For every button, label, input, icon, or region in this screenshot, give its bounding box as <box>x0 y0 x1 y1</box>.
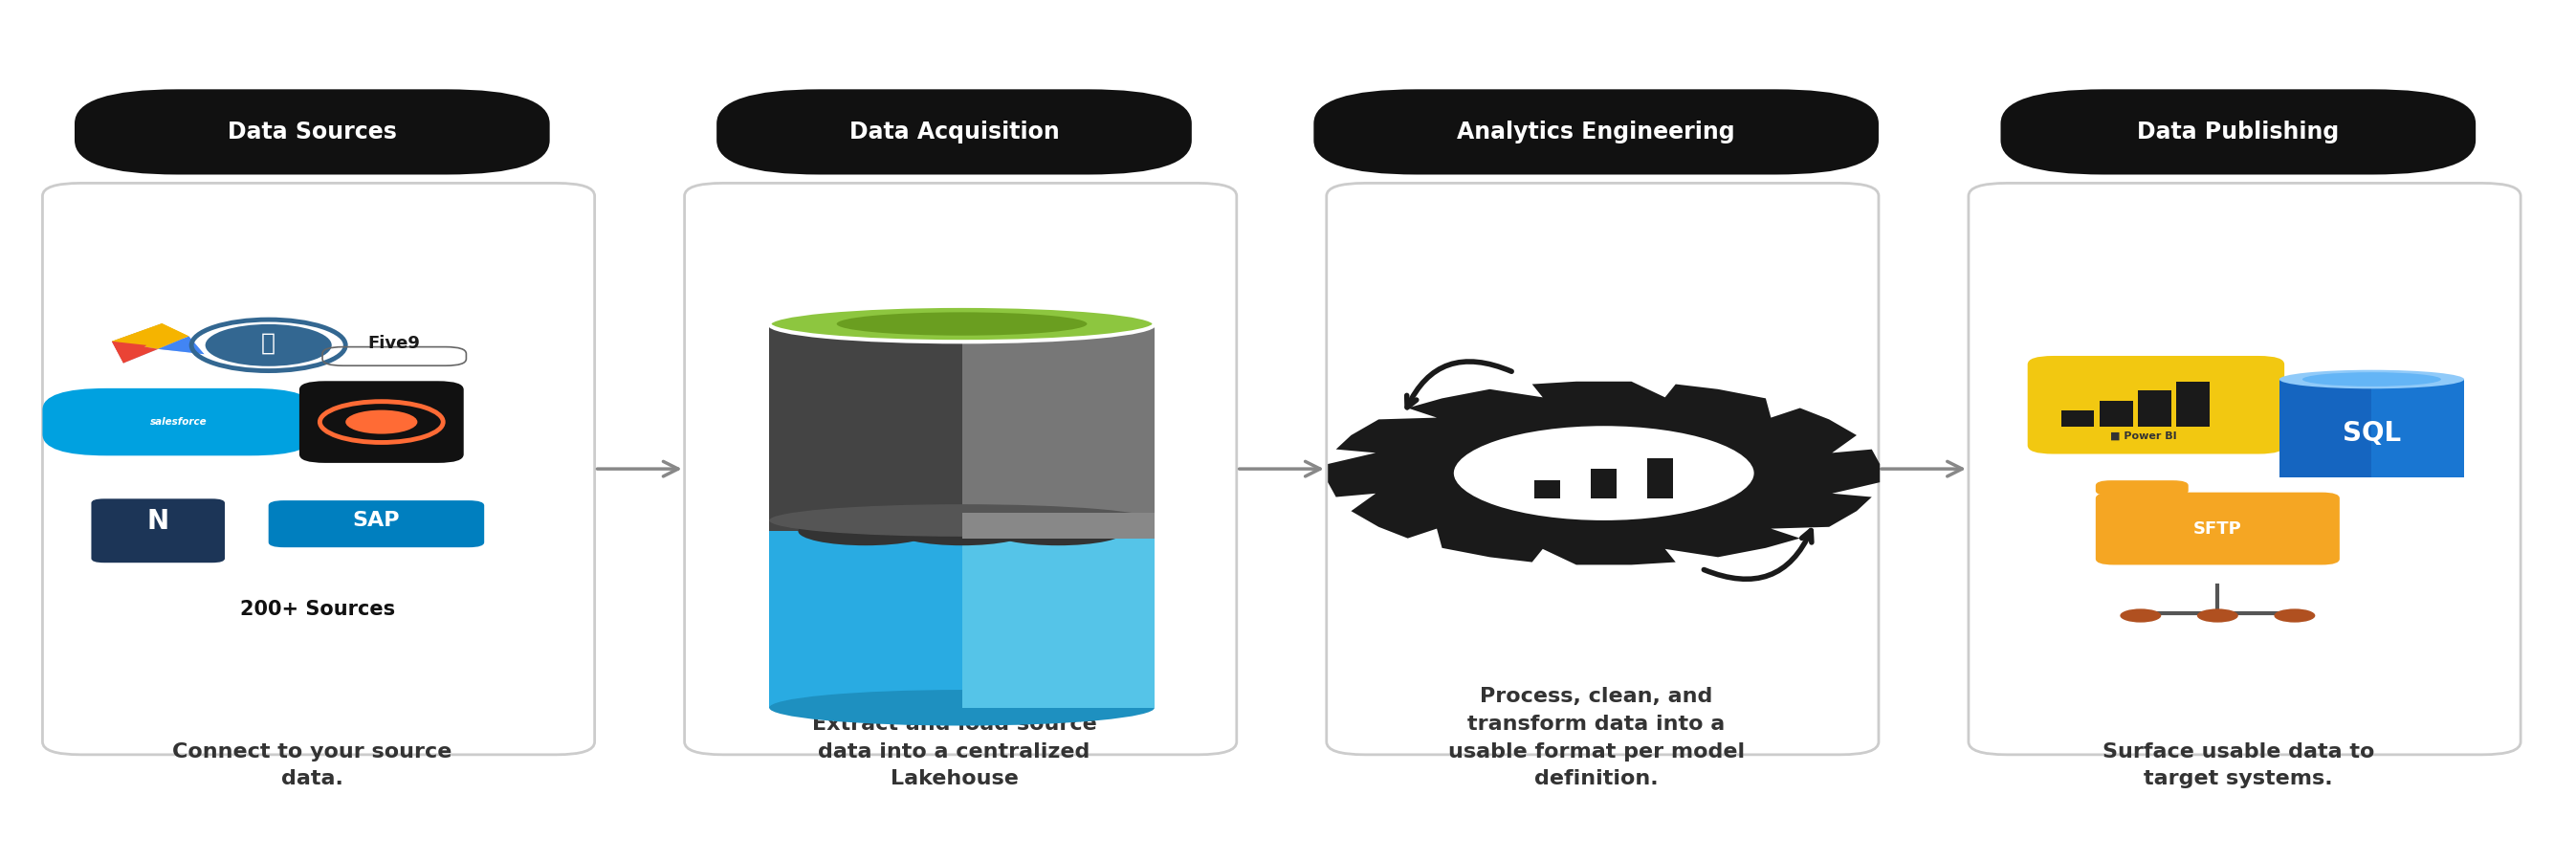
FancyBboxPatch shape <box>2002 90 2476 175</box>
FancyBboxPatch shape <box>685 183 1236 754</box>
Text: 🐘: 🐘 <box>260 332 276 355</box>
Text: Extract and load source
data into a centralized
Lakehouse: Extract and load source data into a cent… <box>811 715 1097 789</box>
Ellipse shape <box>2280 370 2465 388</box>
FancyBboxPatch shape <box>2099 400 2133 426</box>
Text: SFTP: SFTP <box>2192 520 2241 537</box>
Ellipse shape <box>770 690 1154 726</box>
FancyBboxPatch shape <box>716 90 1193 175</box>
FancyBboxPatch shape <box>1968 183 2522 754</box>
Polygon shape <box>2372 380 2465 477</box>
Polygon shape <box>157 337 204 354</box>
FancyBboxPatch shape <box>1327 183 1878 754</box>
Text: Surface usable data to
target systems.: Surface usable data to target systems. <box>2102 742 2375 789</box>
Text: Data Publishing: Data Publishing <box>2138 121 2339 144</box>
Polygon shape <box>111 341 157 363</box>
FancyBboxPatch shape <box>2027 356 2285 454</box>
Polygon shape <box>111 341 147 363</box>
FancyBboxPatch shape <box>2177 382 2210 426</box>
FancyBboxPatch shape <box>268 500 484 548</box>
Polygon shape <box>111 324 188 349</box>
Polygon shape <box>961 324 1154 531</box>
FancyBboxPatch shape <box>75 90 549 175</box>
Text: Data Acquisition: Data Acquisition <box>850 121 1059 144</box>
Text: N: N <box>147 508 170 536</box>
Circle shape <box>2275 609 2316 623</box>
Circle shape <box>1450 422 1757 524</box>
Ellipse shape <box>837 313 1087 336</box>
FancyBboxPatch shape <box>2280 380 2465 477</box>
FancyBboxPatch shape <box>770 531 1154 708</box>
Ellipse shape <box>894 517 1030 546</box>
FancyBboxPatch shape <box>1592 469 1618 499</box>
Text: ■ Power BI: ■ Power BI <box>2110 430 2177 440</box>
Text: SAP: SAP <box>353 511 399 530</box>
FancyBboxPatch shape <box>299 381 464 463</box>
Text: Connect to your source
data.: Connect to your source data. <box>173 742 451 789</box>
Ellipse shape <box>992 517 1126 546</box>
Circle shape <box>345 410 417 434</box>
Text: Analytics Engineering: Analytics Engineering <box>1458 121 1736 144</box>
Ellipse shape <box>2303 372 2442 387</box>
FancyBboxPatch shape <box>1535 480 1561 499</box>
FancyBboxPatch shape <box>2097 492 2339 565</box>
Circle shape <box>2197 609 2239 623</box>
FancyBboxPatch shape <box>2097 480 2190 496</box>
Polygon shape <box>111 324 188 345</box>
Polygon shape <box>961 513 1154 538</box>
Text: 200+ Sources: 200+ Sources <box>240 600 394 619</box>
Ellipse shape <box>799 517 933 546</box>
Text: Data Sources: Data Sources <box>227 121 397 144</box>
FancyBboxPatch shape <box>44 388 314 455</box>
Text: SQL: SQL <box>2342 420 2401 447</box>
Polygon shape <box>961 531 1154 708</box>
FancyBboxPatch shape <box>2138 390 2172 426</box>
Polygon shape <box>111 324 204 363</box>
Text: Process, clean, and
transform data into a
usable format per model
definition.: Process, clean, and transform data into … <box>1448 687 1744 789</box>
FancyBboxPatch shape <box>90 499 224 563</box>
FancyBboxPatch shape <box>44 183 595 754</box>
Ellipse shape <box>770 505 1154 536</box>
Polygon shape <box>1327 381 1880 565</box>
FancyBboxPatch shape <box>1649 458 1674 499</box>
FancyBboxPatch shape <box>2061 411 2094 426</box>
Circle shape <box>206 325 332 366</box>
Text: salesforce: salesforce <box>149 418 206 427</box>
Circle shape <box>2120 609 2161 623</box>
Circle shape <box>1497 437 1710 509</box>
Text: Five9: Five9 <box>368 335 420 352</box>
FancyBboxPatch shape <box>1314 90 1878 175</box>
Ellipse shape <box>770 306 1154 342</box>
FancyBboxPatch shape <box>770 324 1154 531</box>
